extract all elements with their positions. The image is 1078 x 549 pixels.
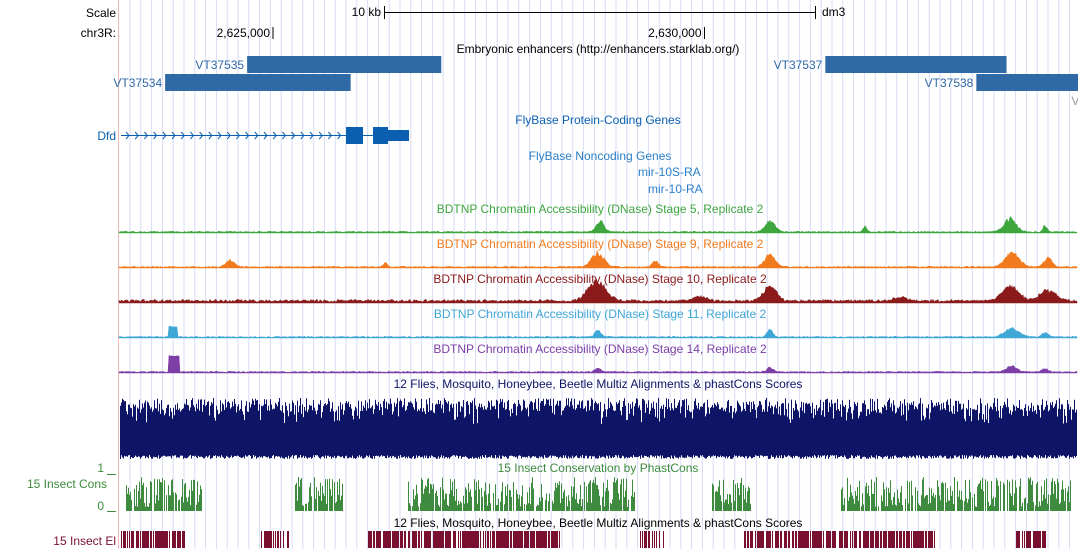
chrom-label: chr3R: <box>81 26 116 40</box>
assembly-label: dm3 <box>822 5 846 19</box>
scale-bar-label: 10 kb <box>352 5 382 19</box>
noncoding-item-mir-10[interactable]: mir-10-RA <box>648 182 703 196</box>
dnase-track[interactable]: BDTNP Chromatin Accessibility (DNase) St… <box>118 272 1078 304</box>
strand-arrow <box>144 131 149 140</box>
strand-arrow <box>291 131 296 140</box>
enhancer-label[interactable]: VT37535 <box>195 58 244 72</box>
ruler-tick-label: 2,630,000 <box>648 26 702 40</box>
dnase-track-title: BDTNP Chromatin Accessibility (DNase) St… <box>434 307 767 321</box>
noncoding-genes-track[interactable]: FlyBase Noncoding Genes mir-10S-RA mir-1… <box>529 149 703 196</box>
strand-arrow <box>309 131 314 140</box>
strand-arrow <box>263 131 268 140</box>
strand-arrow <box>199 131 204 140</box>
dnase-track[interactable]: BDTNP Chromatin Accessibility (DNase) St… <box>118 342 1078 374</box>
phastcons-side-label[interactable]: 15 Insect Cons <box>27 477 107 491</box>
elements-side-label[interactable]: 15 Insect El <box>53 534 116 548</box>
multiz-track[interactable]: 12 Flies, Mosquito, Honeybee, Beetle Mul… <box>120 377 1077 459</box>
strand-arrow <box>300 131 305 140</box>
dnase-signal <box>118 249 1078 269</box>
enhancer-block[interactable] <box>165 74 351 91</box>
dnase-signal <box>118 354 1078 374</box>
dnase-track[interactable]: BDTNP Chromatin Accessibility (DNase) St… <box>118 237 1078 269</box>
strand-arrow <box>190 131 195 140</box>
strand-arrow <box>180 131 185 140</box>
ruler-tick-label: 2,625,000 <box>217 26 271 40</box>
strand-arrow <box>162 131 167 140</box>
strand-arrow <box>171 131 176 140</box>
noncoding-track-title: FlyBase Noncoding Genes <box>529 149 672 163</box>
strand-arrow <box>337 131 342 140</box>
strand-arrow <box>245 131 250 140</box>
phastcons-track[interactable]: 15 Insect Conservation by PhastCons 15 I… <box>27 461 1071 513</box>
strand-arrow <box>236 131 241 140</box>
dnase-track-title: BDTNP Chromatin Accessibility (DNase) St… <box>433 342 767 356</box>
base-position-ruler[interactable]: Scale 10 kb dm3 chr3R: 2,625,000 2,630,00… <box>81 5 1078 40</box>
dnase-track-title: BDTNP Chromatin Accessibility (DNase) St… <box>433 272 767 286</box>
enhancer-label[interactable]: VT37537 <box>774 58 823 72</box>
protein-coding-genes-track[interactable]: FlyBase Protein-Coding Genes Dfd <box>97 113 681 144</box>
enhancer-block[interactable] <box>976 74 1078 91</box>
gene-utr[interactable] <box>388 130 409 141</box>
gene-label-dfd[interactable]: Dfd <box>97 129 116 143</box>
strand-arrow <box>226 131 231 140</box>
strand-arrow <box>254 131 259 140</box>
gene-exon[interactable] <box>346 127 363 144</box>
dnase-track[interactable]: BDTNP Chromatin Accessibility (DNase) St… <box>118 307 1078 339</box>
gene-model-dfd[interactable] <box>121 127 409 144</box>
enhancer-block[interactable] <box>825 56 1007 73</box>
enhancers-track[interactable]: Embryonic enhancers (http://enhancers.st… <box>0 42 1078 109</box>
enhancer-block[interactable] <box>247 56 442 73</box>
enhancer-label[interactable]: VT37538 <box>925 76 974 90</box>
scale-label: Scale <box>86 6 116 20</box>
enhancers-track-title: Embryonic enhancers (http://enhancers.st… <box>457 42 740 56</box>
multiz-signal <box>120 398 1077 459</box>
multiz-track-title: 12 Flies, Mosquito, Honeybee, Beetle Mul… <box>394 377 803 391</box>
strand-arrow <box>125 131 130 140</box>
elements-track-title: 12 Flies, Mosquito, Honeybee, Beetle Mul… <box>394 516 803 530</box>
strand-arrow <box>318 131 323 140</box>
phastcons-axis-max: 1 <box>97 461 104 475</box>
enhancer-label[interactable]: VT37539 <box>1071 94 1078 108</box>
strand-arrow <box>282 131 287 140</box>
phastcons-track-title: 15 Insect Conservation by PhastCons <box>498 461 699 475</box>
dnase-signal <box>118 216 1078 234</box>
strand-arrow <box>134 131 139 140</box>
phastcons-signal <box>126 477 1071 511</box>
dnase-signal <box>118 325 1078 339</box>
dnase-track-title: BDTNP Chromatin Accessibility (DNase) St… <box>437 237 764 251</box>
dnase-signal <box>118 278 1078 304</box>
gene-exon[interactable] <box>373 127 388 144</box>
dnase-tracks[interactable]: BDTNP Chromatin Accessibility (DNase) St… <box>118 202 1078 374</box>
genes-track-title: FlyBase Protein-Coding Genes <box>515 113 680 127</box>
conserved-elements <box>121 531 1046 548</box>
strand-arrow <box>208 131 213 140</box>
enhancer-items[interactable]: VT37532VT37534VT37535VT37537VT37538VT375… <box>0 56 1078 109</box>
strand-arrow <box>328 131 333 140</box>
enhancer-label[interactable]: VT37534 <box>113 76 162 90</box>
conserved-elements-track[interactable]: 12 Flies, Mosquito, Honeybee, Beetle Mul… <box>53 516 1046 548</box>
strand-arrow <box>153 131 158 140</box>
strand-arrow <box>217 131 222 140</box>
phastcons-axis-min: 0 <box>97 499 104 513</box>
dnase-track-title: BDTNP Chromatin Accessibility (DNase) St… <box>437 202 764 216</box>
noncoding-item-mir-10s[interactable]: mir-10S-RA <box>638 165 701 179</box>
dnase-track[interactable]: BDTNP Chromatin Accessibility (DNase) St… <box>118 202 1078 234</box>
strand-arrow <box>272 131 277 140</box>
